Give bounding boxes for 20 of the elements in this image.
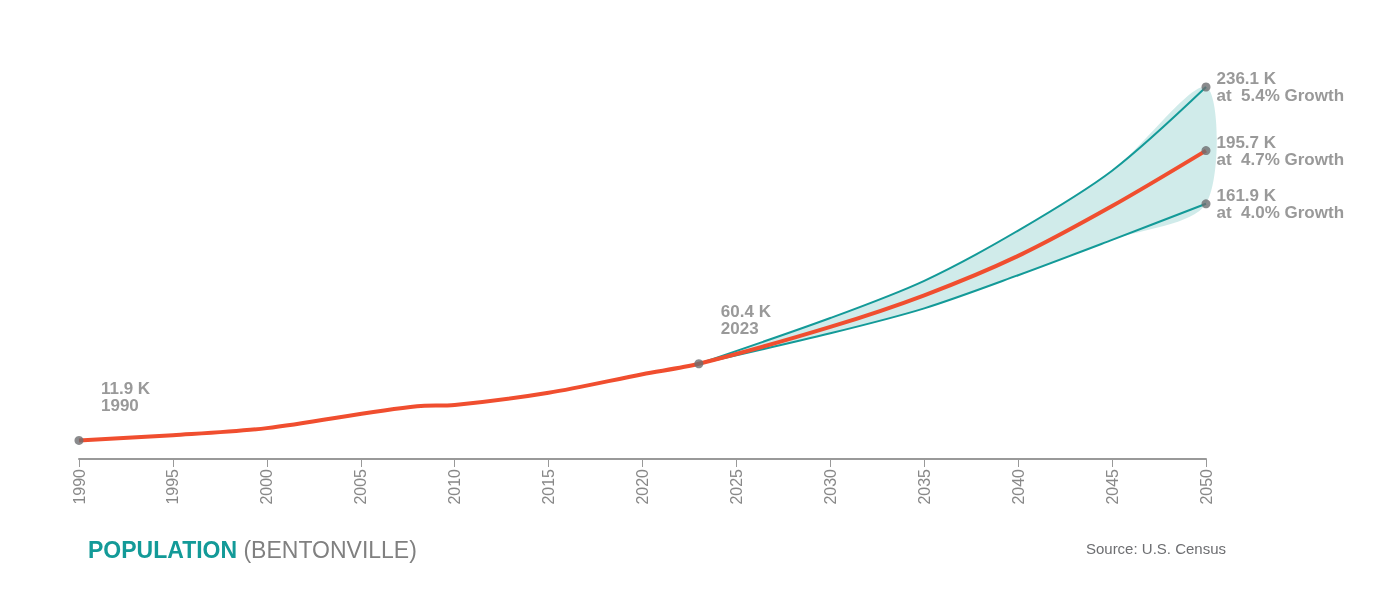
x-tick-label: 2030 — [821, 468, 839, 505]
annotation: 195.7 K at 4.7% Growth — [1216, 132, 1345, 169]
x-tick-label: 2040 — [1009, 468, 1027, 505]
x-tick-label: 2035 — [915, 468, 933, 505]
x-tick-label: 2010 — [446, 468, 464, 505]
source-note: Source: U.S. Census — [1085, 540, 1226, 557]
x-tick-label: 1995 — [164, 468, 182, 505]
annotation: 11.9 K 1990 — [101, 378, 151, 415]
annotation: 236.1 K at 5.4% Growth — [1216, 69, 1345, 105]
annotation: 60.4 K 2023 — [720, 302, 772, 339]
x-tick-label: 1990 — [70, 468, 88, 505]
x-tick-label: 2025 — [727, 468, 745, 505]
x-tick-label: 2005 — [352, 468, 370, 505]
annotation: 161.9 K at 4.0% Growth — [1216, 185, 1345, 222]
x-tick-label: 2045 — [1103, 468, 1121, 505]
x-tick-label: 2015 — [540, 468, 558, 505]
text: POPULATION (BENTONVILLE) — [88, 536, 417, 563]
x-tick-label: 2020 — [634, 468, 651, 505]
x-tick-label: 2050 — [1197, 468, 1215, 505]
x-tick-label: 2000 — [258, 468, 276, 505]
